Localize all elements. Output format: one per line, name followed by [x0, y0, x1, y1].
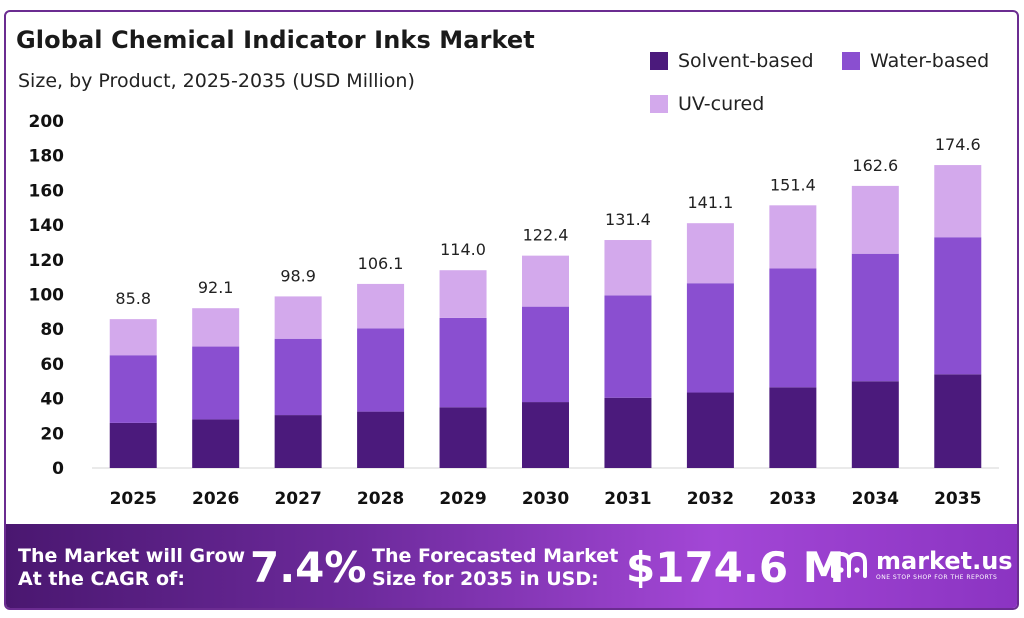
y-tick-label: 180: [29, 147, 65, 167]
x-tick-label: 2025: [110, 489, 157, 509]
bar-segment-solvent-based: [522, 402, 569, 468]
bar-total-label: 92.1: [198, 278, 234, 297]
bar-segment-water-based: [851, 253, 899, 382]
x-tick-label: 2035: [934, 489, 981, 509]
bar-total-label: 174.6: [935, 135, 981, 154]
bar-segment-uv-cured: [604, 240, 652, 296]
brand-tagline: ONE STOP SHOP FOR THE REPORTS: [876, 574, 998, 581]
y-tick-label: 120: [29, 251, 65, 271]
legend-item-water-based: Water-based: [842, 50, 989, 72]
brand-name: market.us: [876, 547, 1013, 575]
x-tick-label: 2029: [439, 489, 486, 509]
x-tick-label: 2027: [274, 489, 321, 509]
cagr-value: 7.4%: [250, 543, 367, 592]
stacked-bar-chart: 0 20 40 60 80 100 120 140 160 180 200 85.8 2025 92.1 2…: [29, 112, 999, 509]
forecast-value: $174.6 M: [626, 543, 845, 592]
bar-segment-solvent-based: [439, 407, 487, 468]
y-tick-label: 20: [40, 424, 64, 444]
bar-segment-water-based: [357, 328, 405, 412]
bar-segment-uv-cured: [686, 223, 734, 284]
bar-segment-uv-cured: [522, 255, 569, 307]
x-tick-label: 2032: [687, 489, 734, 509]
cagr-label: The Market will Grow At the CAGR of:: [18, 545, 245, 591]
y-tick-label: 60: [40, 355, 64, 375]
x-tick-label: 2031: [604, 489, 651, 509]
y-tick-label: 40: [40, 390, 64, 410]
market-us-logo: market.us ONE STOP SHOP FOR THE REPORTS: [830, 548, 1013, 582]
bar-total-label: 98.9: [280, 266, 316, 285]
forecast-label: The Forecasted Market Size for 2035 in U…: [372, 545, 618, 591]
forecast-label-line1: The Forecasted Market: [372, 545, 619, 567]
bar-total-label: 162.6: [852, 156, 898, 175]
bar-segment-water-based: [109, 355, 157, 423]
legend-label-uv-cured: UV-cured: [678, 93, 765, 115]
bar-total-label: 85.8: [115, 289, 151, 308]
bar-total-label: 122.4: [523, 226, 569, 245]
bar-segment-water-based: [686, 283, 734, 393]
bar-total-label: 131.4: [605, 210, 651, 229]
bar-segment-solvent-based: [274, 415, 322, 468]
x-tick-label: 2026: [192, 489, 239, 509]
bar-segment-uv-cured: [851, 185, 899, 254]
bar-total-label: 106.1: [358, 254, 404, 273]
y-tick-label: 200: [29, 112, 65, 132]
bar-segment-water-based: [934, 237, 982, 375]
bar-segment-uv-cured: [192, 308, 240, 347]
bar-segment-uv-cured: [357, 283, 405, 329]
legend-label-water-based: Water-based: [870, 50, 990, 72]
y-tick-label: 160: [29, 181, 65, 201]
bar-segment-uv-cured: [109, 319, 157, 356]
bar-total-label: 141.1: [688, 193, 734, 212]
bar-segment-solvent-based: [769, 387, 817, 468]
bar-segment-solvent-based: [109, 422, 157, 468]
market-us-logo-icon: [831, 551, 867, 578]
chart-subtitle: Size, by Product, 2025-2035 (USD Million…: [18, 70, 415, 92]
y-tick-label: 100: [29, 286, 65, 306]
bar-total-label: 151.4: [770, 175, 816, 194]
legend-label-solvent-based: Solvent-based: [678, 50, 814, 72]
bar-segment-solvent-based: [192, 419, 240, 468]
x-tick-label: 2033: [769, 489, 816, 509]
x-tick-label: 2028: [357, 489, 404, 509]
bar-total-label: 114.0: [440, 240, 486, 259]
legend-item-solvent-based: Solvent-based: [650, 50, 814, 72]
x-tick-label: 2034: [852, 489, 899, 509]
bar-segment-solvent-based: [686, 392, 734, 468]
bar-segment-uv-cured: [769, 205, 817, 269]
bar-segment-solvent-based: [851, 381, 899, 468]
bar-segment-solvent-based: [357, 411, 405, 468]
bar-segment-water-based: [604, 295, 652, 398]
forecast-label-line2: Size for 2035 in USD:: [372, 568, 599, 590]
footer-banner: The Market will Grow At the CAGR of: 7.4…: [6, 524, 1017, 608]
cagr-label-line2: At the CAGR of:: [18, 568, 185, 590]
bar-segment-water-based: [192, 346, 240, 420]
x-tick-label: 2030: [522, 489, 569, 509]
legend-swatch-uv-cured: [650, 95, 668, 113]
bar-segment-water-based: [769, 268, 817, 388]
y-tick-label: 0: [52, 459, 64, 479]
bar-segment-solvent-based: [604, 397, 652, 468]
bar-segment-uv-cured: [274, 296, 322, 339]
cagr-label-line1: The Market will Grow: [18, 545, 246, 567]
bar-segment-uv-cured: [934, 165, 982, 238]
legend-item-uv-cured: UV-cured: [650, 93, 764, 115]
bar-segment-water-based: [522, 306, 569, 403]
bar-segment-water-based: [439, 317, 487, 408]
chart-frame: Global Chemical Indicator Inks Market Si…: [4, 10, 1019, 610]
legend-swatch-solvent-based: [650, 52, 668, 70]
bar-segment-uv-cured: [439, 270, 487, 318]
bar-segment-solvent-based: [934, 374, 982, 468]
chart-title: Global Chemical Indicator Inks Market: [16, 26, 535, 54]
y-tick-label: 80: [40, 320, 64, 340]
legend-swatch-water-based: [842, 52, 860, 70]
bar-segment-water-based: [274, 338, 322, 416]
y-tick-label: 140: [29, 216, 65, 236]
